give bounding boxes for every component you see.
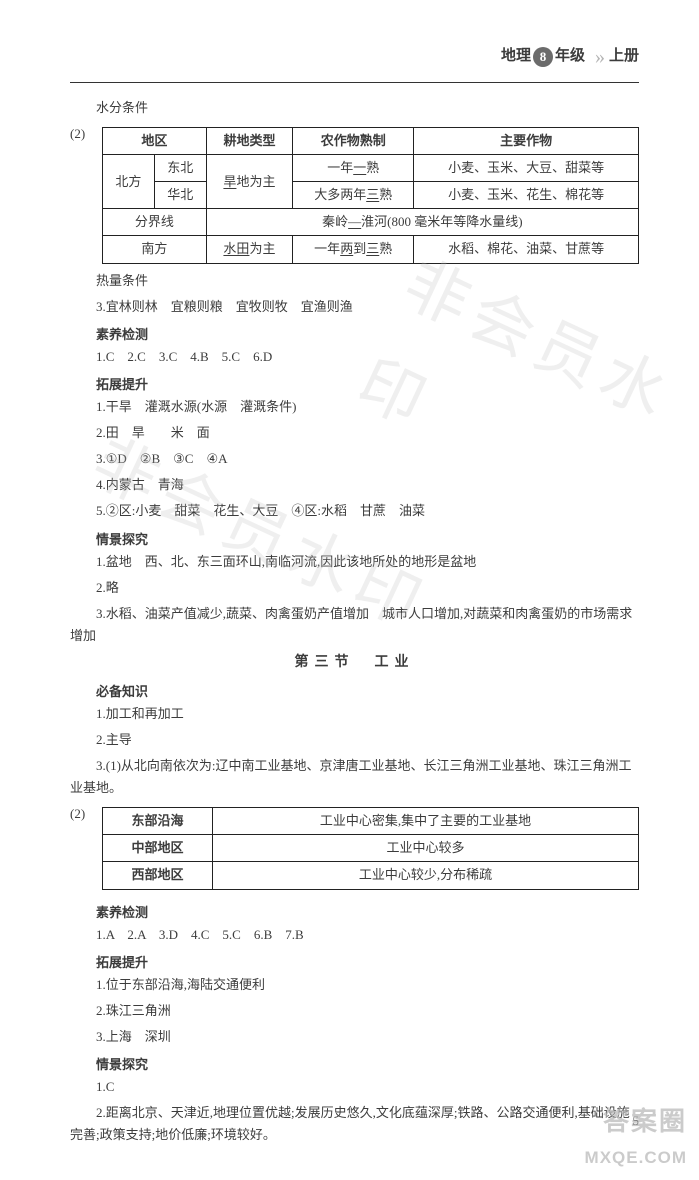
page-root: 非会员水印 非会员水印 地理 8 年级 » 上册 水分条件 (2) 地区 耕地类… [0, 0, 699, 1180]
text: 熟 [366, 160, 379, 175]
cell-desc: 工业中心密集,集中了主要的工业基地 [213, 808, 639, 835]
farming-table: 地区 耕地类型 农作物熟制 主要作物 北方 东北 旱地为主 一年一熟 小麦、玉米… [102, 127, 639, 263]
cell-desc: 工业中心较多 [213, 835, 639, 862]
text-line: 5.②区:小麦 甜菜 花生、大豆 ④区:水稻 甘蔗 油菜 [70, 500, 639, 522]
text-line: 3.上海 深圳 [70, 1026, 639, 1048]
text-line: 4.内蒙古 青海 [70, 474, 639, 496]
table-row: 北方 东北 旱地为主 一年一熟 小麦、玉米、大豆、甜菜等 [103, 155, 639, 182]
text: 熟 [379, 187, 392, 202]
text-line: 1.位于东部沿海,海陆交通便利 [70, 974, 639, 996]
text: 一年 [314, 241, 340, 256]
table-row: 西部地区 工业中心较少,分布稀疏 [103, 862, 639, 889]
table-row: 中部地区 工业中心较多 [103, 835, 639, 862]
header-subject: 地理 [501, 44, 531, 70]
underline-text: 两 [340, 241, 353, 256]
answer-line: 1.C 2.C 3.C 4.B 5.C 6.D [70, 346, 639, 368]
header-grade: 年级 [555, 44, 585, 70]
cell-season: 一年两到三熟 [293, 236, 414, 263]
text: 到 [353, 241, 366, 256]
underline-text: — [348, 214, 361, 229]
page-header: 地理 8 年级 » 上册 [70, 40, 639, 74]
th-region: 地区 [103, 128, 207, 155]
header-grade-badge: 8 [533, 47, 553, 67]
footer-brand-url: MXQE.COM [585, 1144, 687, 1173]
section-heading: 情景探究 [70, 1054, 639, 1076]
underline-text: 三 [366, 241, 379, 256]
cell-desc: 工业中心较少,分布稀疏 [213, 862, 639, 889]
th-landtype: 耕地类型 [206, 128, 292, 155]
cell-season: 一年一熟 [293, 155, 414, 182]
item-number: (2) [70, 123, 102, 269]
text-line: 1.加工和再加工 [70, 703, 639, 725]
text-line: 1.C [70, 1076, 639, 1098]
cell-south: 南方 [103, 236, 207, 263]
section-heading: 拓展提升 [70, 374, 639, 396]
industry-table: 东部沿海 工业中心密集,集中了主要的工业基地 中部地区 工业中心较多 西部地区 … [102, 807, 639, 889]
text-line: 热量条件 [70, 270, 639, 292]
section-heading: 拓展提升 [70, 952, 639, 974]
cell-season: 大多两年三熟 [293, 182, 414, 209]
cell-region: 西部地区 [103, 862, 213, 889]
cell-crops: 小麦、玉米、花生、棉花等 [414, 182, 639, 209]
footer-watermark: 答案圈 MXQE.COM [585, 1099, 687, 1172]
text-line: 2.主导 [70, 729, 639, 751]
section-heading: 素养检测 [70, 902, 639, 924]
cell-crops: 小麦、玉米、大豆、甜菜等 [414, 155, 639, 182]
chevron-right-icon: » [595, 40, 599, 74]
th-crops: 主要作物 [414, 128, 639, 155]
section-heading: 情景探究 [70, 529, 639, 551]
cell-sub: 华北 [154, 182, 206, 209]
cell-region: 中部地区 [103, 835, 213, 862]
header-title: 地理 8 年级 [501, 44, 585, 70]
text-line: 1.干旱 灌溉水源(水源 灌溉条件) [70, 396, 639, 418]
cell-north: 北方 [103, 155, 155, 209]
cell-sub: 东北 [154, 155, 206, 182]
section-heading: 素养检测 [70, 324, 639, 346]
section-heading: 必备知识 [70, 681, 639, 703]
header-rule [70, 82, 639, 83]
table-row: 华北 大多两年三熟 小麦、玉米、花生、棉花等 [103, 182, 639, 209]
text: 地为主 [236, 174, 275, 189]
table1-wrap: (2) 地区 耕地类型 农作物熟制 主要作物 北方 东北 旱地为主 一年一熟 小… [70, 123, 639, 269]
text-line: 3.(1)从北向南依次为:辽中南工业基地、京津唐工业基地、长江三角洲工业基地、珠… [70, 755, 639, 799]
cell-divider-text: 秦岭—淮河(800 毫米年等降水量线) [206, 209, 638, 236]
table-row: 东部沿海 工业中心密集,集中了主要的工业基地 [103, 808, 639, 835]
text: 秦岭 [322, 214, 348, 229]
text: 熟 [379, 241, 392, 256]
text-line: 3.水稻、油菜产值减少,蔬菜、肉禽蛋奶产值增加 城市人口增加,对蔬菜和肉禽蛋奶的… [70, 603, 639, 647]
text: 一年 [327, 160, 353, 175]
text: 大多两年 [314, 187, 366, 202]
text-line: 水分条件 [70, 97, 639, 119]
text: 为主 [249, 241, 275, 256]
cell-crops: 水稻、棉花、油菜、甘蔗等 [414, 236, 639, 263]
text-line: 2.珠江三角洲 [70, 1000, 639, 1022]
section-title: 第三节 工业 [70, 651, 639, 675]
table-row: 南方 水田为主 一年两到三熟 水稻、棉花、油菜、甘蔗等 [103, 236, 639, 263]
table-row: 地区 耕地类型 农作物熟制 主要作物 [103, 128, 639, 155]
th-season: 农作物熟制 [293, 128, 414, 155]
cell-divider-label: 分界线 [103, 209, 207, 236]
cell-landtype: 旱地为主 [206, 155, 292, 209]
item-number: (2) [70, 803, 102, 895]
underline-text: 旱 [223, 174, 236, 189]
text-line: 2.田 旱 米 面 [70, 422, 639, 444]
text-line: 2.略 [70, 577, 639, 599]
text: 淮河(800 毫米年等降水量线) [361, 214, 522, 229]
underline-text: 三 [366, 187, 379, 202]
text-line: 2.距离北京、天津近,地理位置优越;发展历史悠久,文化底蕴深厚;铁路、公路交通便… [70, 1102, 639, 1146]
underline-text: 水田 [223, 241, 249, 256]
footer-brand-name: 答案圈 [585, 1099, 687, 1143]
text-line: 3.①D ②B ③C ④A [70, 448, 639, 470]
cell-region: 东部沿海 [103, 808, 213, 835]
text-line: 3.宜林则林 宜粮则粮 宜牧则牧 宜渔则渔 [70, 296, 639, 318]
table-row: 分界线 秦岭—淮河(800 毫米年等降水量线) [103, 209, 639, 236]
text-line: 1.盆地 西、北、东三面环山,南临河流,因此该地所处的地形是盆地 [70, 551, 639, 573]
underline-text: 一 [353, 160, 366, 175]
header-volume: 上册 [609, 44, 639, 70]
table2-wrap: (2) 东部沿海 工业中心密集,集中了主要的工业基地 中部地区 工业中心较多 西… [70, 803, 639, 895]
cell-landtype: 水田为主 [206, 236, 292, 263]
answer-line: 1.A 2.A 3.D 4.C 5.C 6.B 7.B [70, 924, 639, 946]
